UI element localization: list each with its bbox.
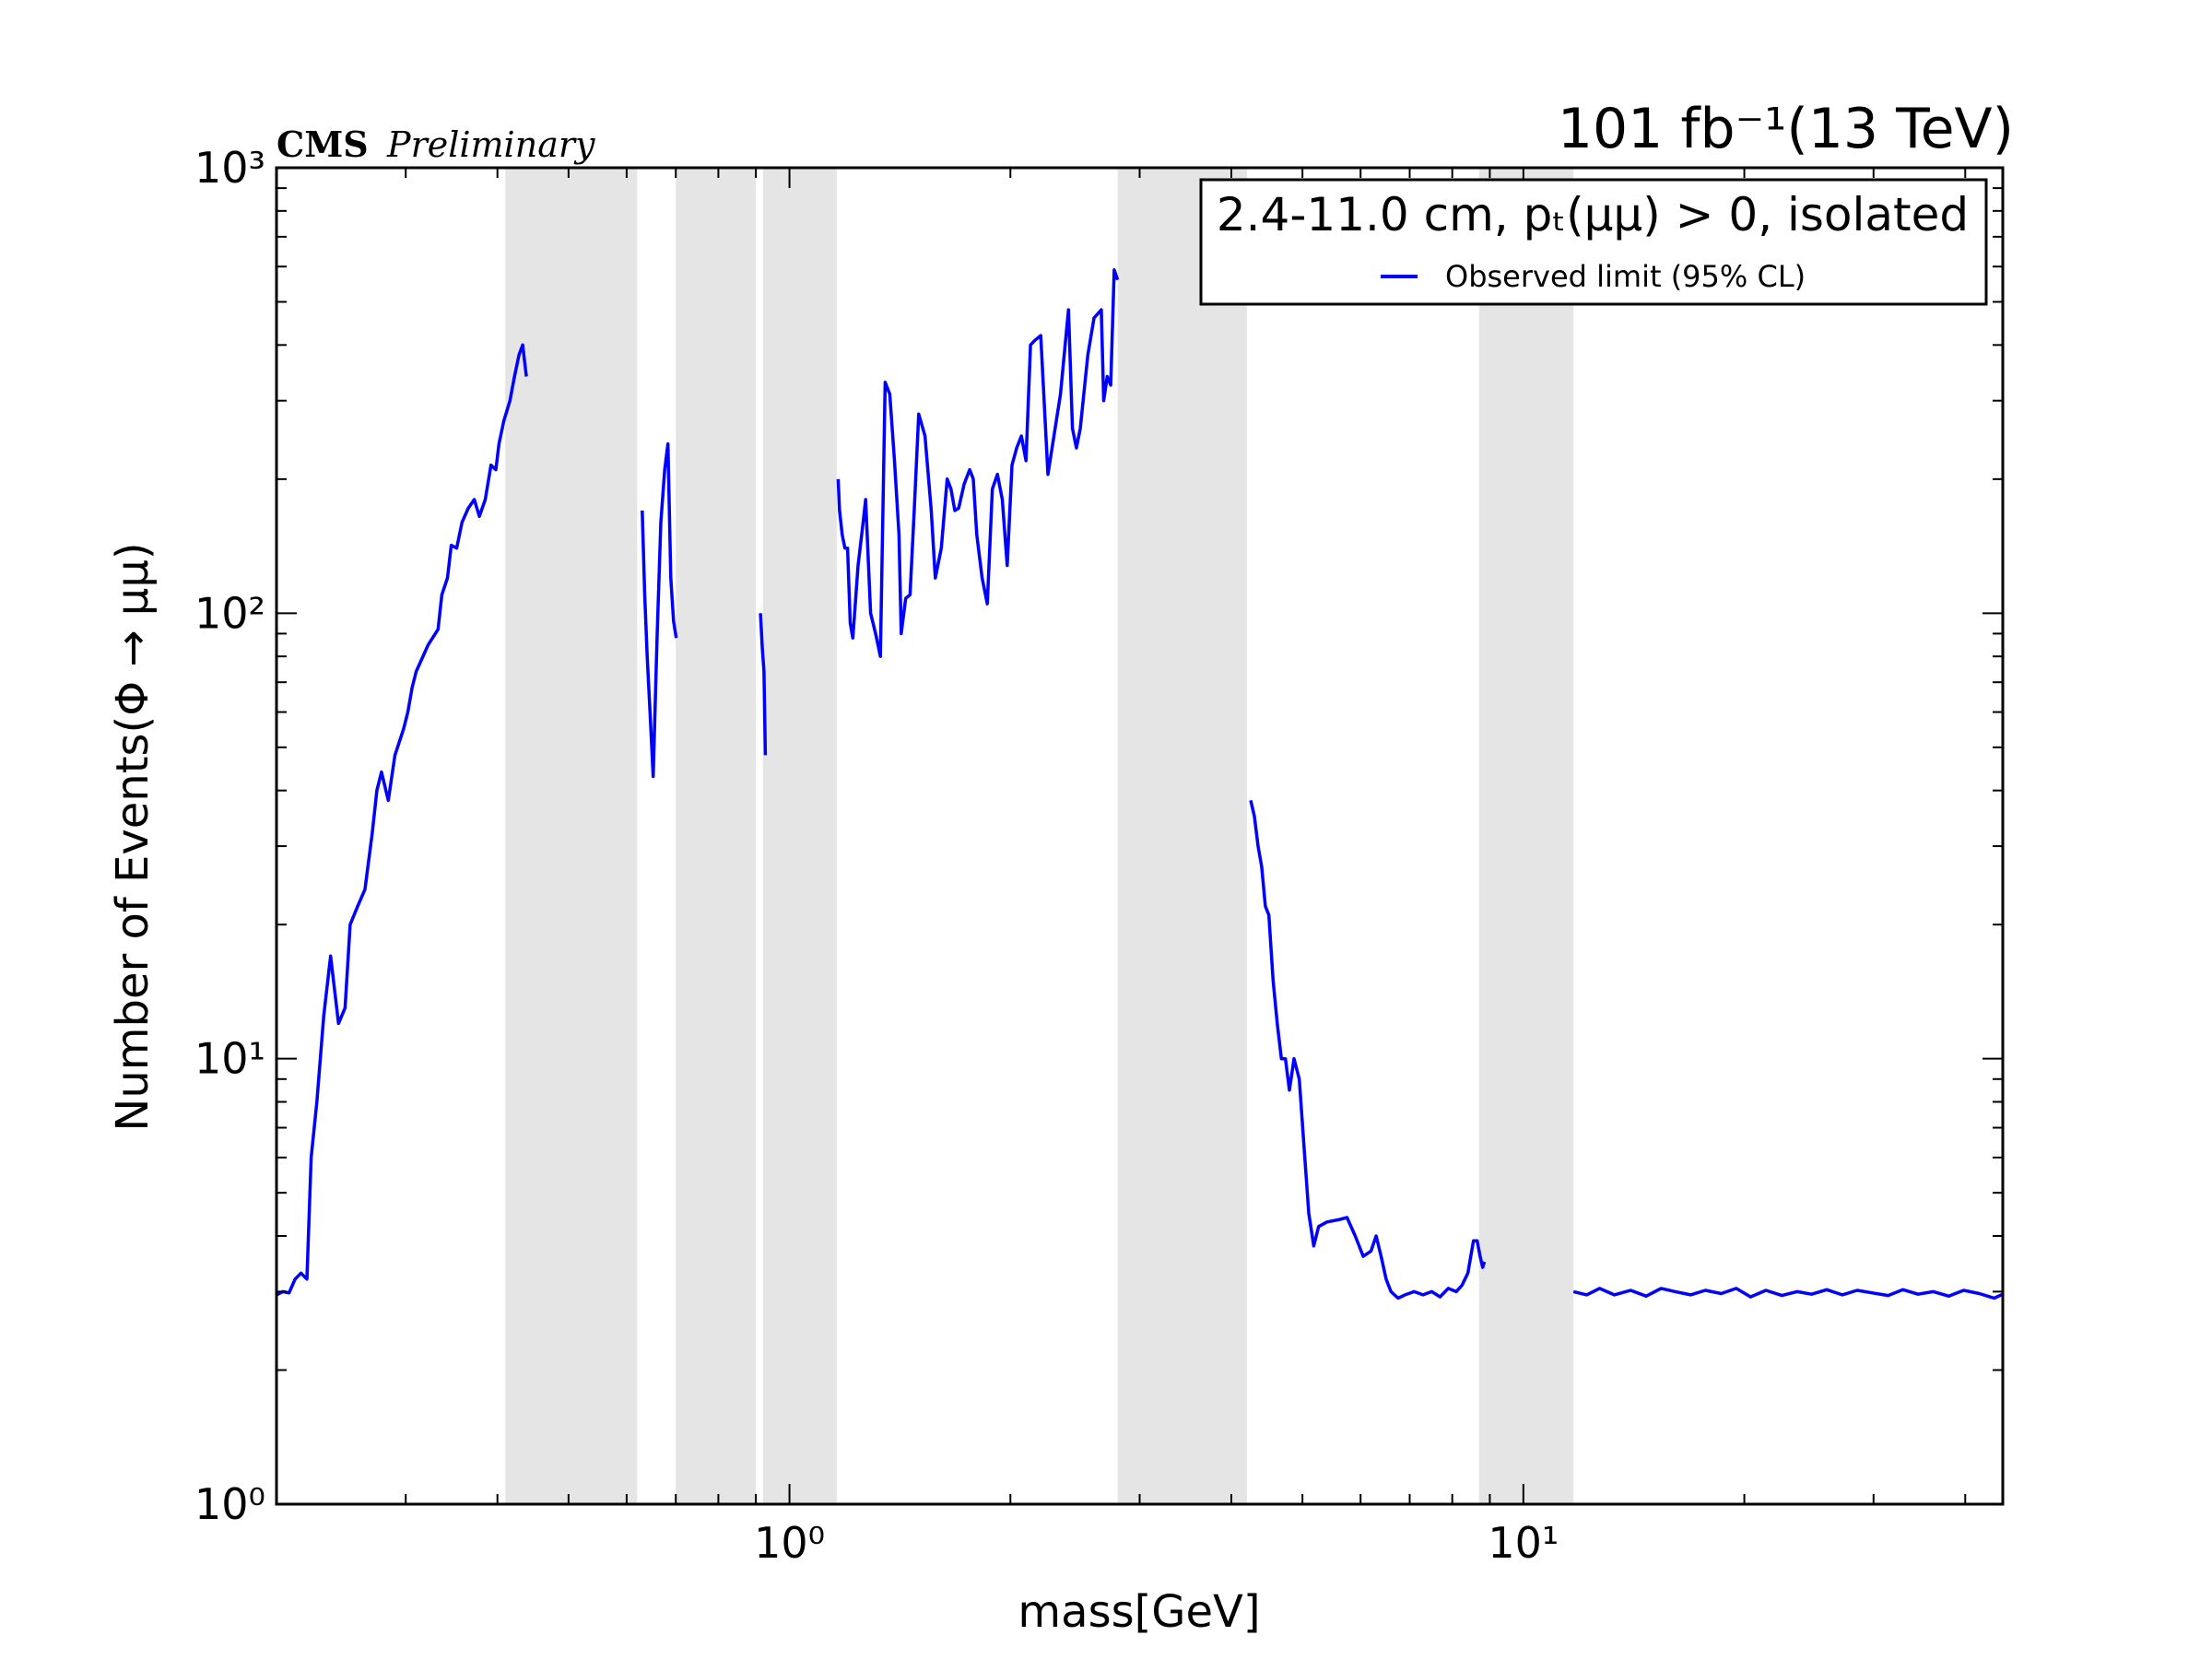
legend-title: 2.4-11.0 cm, pₜ(μμ) > 0, isolated (1217, 188, 1969, 241)
x-axis-title: mass[GeV] (1018, 1586, 1260, 1638)
y-tick-label: 10⁰ (194, 1479, 265, 1529)
excluded-band-4 (1117, 168, 1247, 1504)
tick-labels: 10⁰ 10¹ 10⁰ 10¹ 10² 10³ (194, 143, 1559, 1568)
cms-label: CMS (276, 124, 369, 165)
observed-limit-segment-4 (836, 268, 1120, 658)
legend: 2.4-11.0 cm, pₜ(μμ) > 0, isolated Observ… (1199, 178, 1988, 306)
luminosity-label: 101 fb⁻¹(13 TeV) (1558, 97, 2014, 161)
excluded-bands (505, 168, 1574, 1504)
preliminary-label: Preliminary (386, 124, 595, 165)
observed-limit-segment-2 (641, 441, 678, 779)
observed-limit-segment-6 (1572, 1287, 2004, 1300)
observed-limit-segment-3 (759, 613, 768, 756)
y-axis-title: Number of Events(Φ → μμ) (107, 542, 159, 1131)
excluded-band-1 (505, 168, 638, 1504)
y-tick-label: 10² (194, 588, 265, 638)
observed-limit-segment-5 (1249, 800, 1487, 1300)
y-tick-label: 10³ (194, 143, 265, 193)
x-tick-label: 10¹ (1488, 1518, 1559, 1568)
y-tick-label: 10¹ (194, 1034, 265, 1084)
observed-limit-segment-1 (276, 343, 528, 1297)
legend-box (1199, 178, 1988, 306)
legend-entry-observed: Observed limit (95% CL) (1445, 259, 1806, 294)
data-lines (276, 268, 2004, 1300)
excluded-band-5 (1478, 168, 1574, 1504)
excluded-band-2 (676, 168, 757, 1504)
axis-ticks (276, 167, 2003, 1505)
x-tick-label: 10⁰ (754, 1518, 825, 1568)
excluded-band-3 (762, 168, 837, 1504)
